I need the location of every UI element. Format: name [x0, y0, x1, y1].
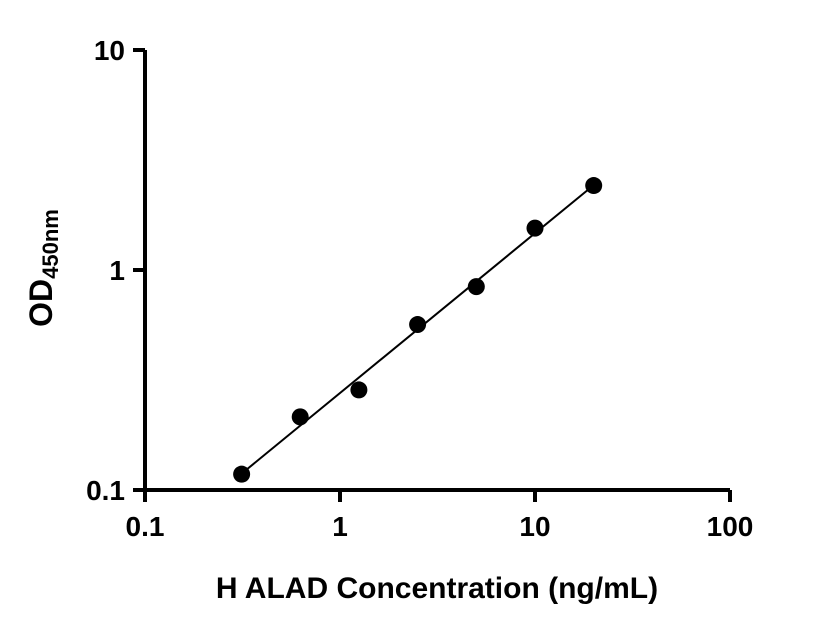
x-tick-label: 1: [332, 511, 348, 542]
y-tick-label: 1: [109, 255, 125, 286]
data-point: [350, 381, 368, 399]
data-point: [585, 177, 603, 195]
x-tick-label: 0.1: [126, 511, 165, 542]
data-point: [291, 408, 309, 426]
data-point: [409, 316, 427, 334]
y-axis-title: OD450nm: [23, 209, 63, 327]
x-tick-label: 10: [519, 511, 550, 542]
y-axis-title-main: OD: [23, 279, 59, 327]
y-tick-label: 0.1: [86, 475, 125, 506]
data-point: [233, 465, 251, 483]
plot-area: 0.1 1 10 100 0.1 1 10: [86, 35, 753, 542]
x-axis-title: H ALAD Concentration (ng/mL): [216, 572, 658, 605]
data-point: [467, 278, 485, 296]
y-tick-label: 10: [94, 35, 125, 66]
data-point: [526, 219, 544, 237]
y-axis-title-subscript: 450nm: [38, 209, 63, 279]
x-tick-label: 100: [707, 511, 754, 542]
